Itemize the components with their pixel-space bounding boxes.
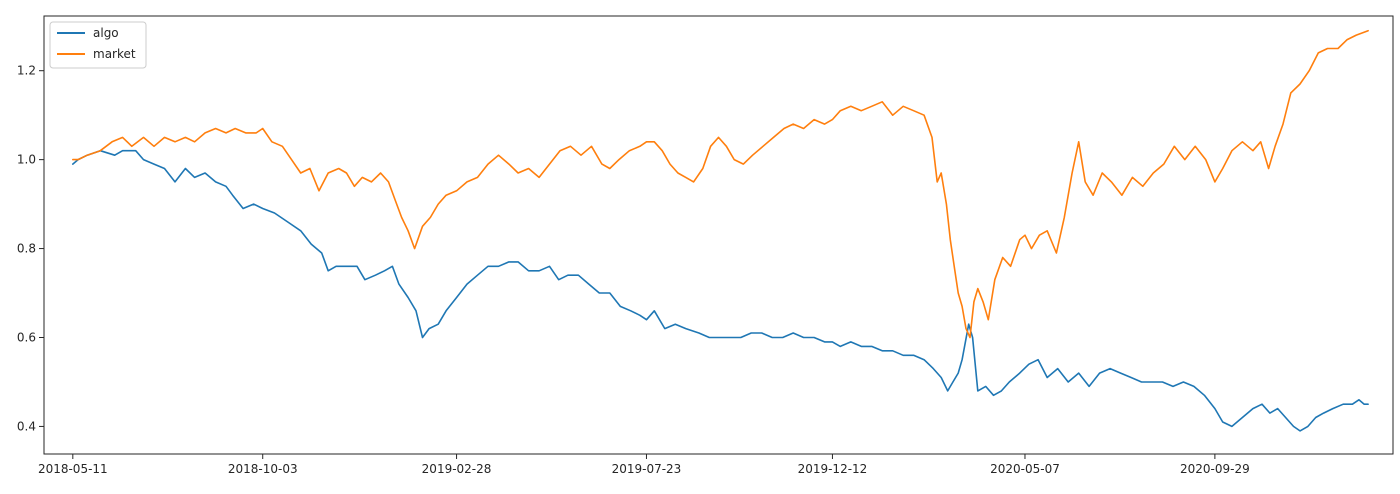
y-tick-label: 0.8 — [17, 242, 36, 256]
x-tick-label: 2020-05-07 — [990, 462, 1060, 476]
x-tick-label: 2019-02-28 — [422, 462, 492, 476]
x-tick-label: 2018-10-03 — [228, 462, 298, 476]
legend-label-market: market — [93, 47, 136, 61]
legend: algo market — [49, 21, 147, 69]
series-line-algo — [72, 149, 1369, 432]
y-tick-label: 1.2 — [17, 64, 36, 78]
x-tick-label: 2019-07-23 — [612, 462, 682, 476]
y-axis: 0.4 0.6 0.8 1.0 1.2 — [17, 64, 44, 433]
series-line-market — [72, 29, 1369, 339]
y-tick-label: 0.6 — [17, 330, 36, 344]
plot-frame — [43, 15, 1394, 455]
x-tick-label: 2019-12-12 — [798, 462, 868, 476]
plot-area — [44, 16, 1393, 454]
x-axis: 2018-05-11 2018-10-03 2019-02-28 2019-07-23… — [38, 454, 1250, 476]
x-tick-label: 2018-05-11 — [38, 462, 108, 476]
series-layer — [72, 29, 1369, 432]
y-tick-label: 1.0 — [17, 153, 36, 167]
legend-label-algo: algo — [93, 26, 119, 40]
y-tick-label: 0.4 — [17, 419, 36, 433]
x-tick-label: 2020-09-29 — [1180, 462, 1250, 476]
